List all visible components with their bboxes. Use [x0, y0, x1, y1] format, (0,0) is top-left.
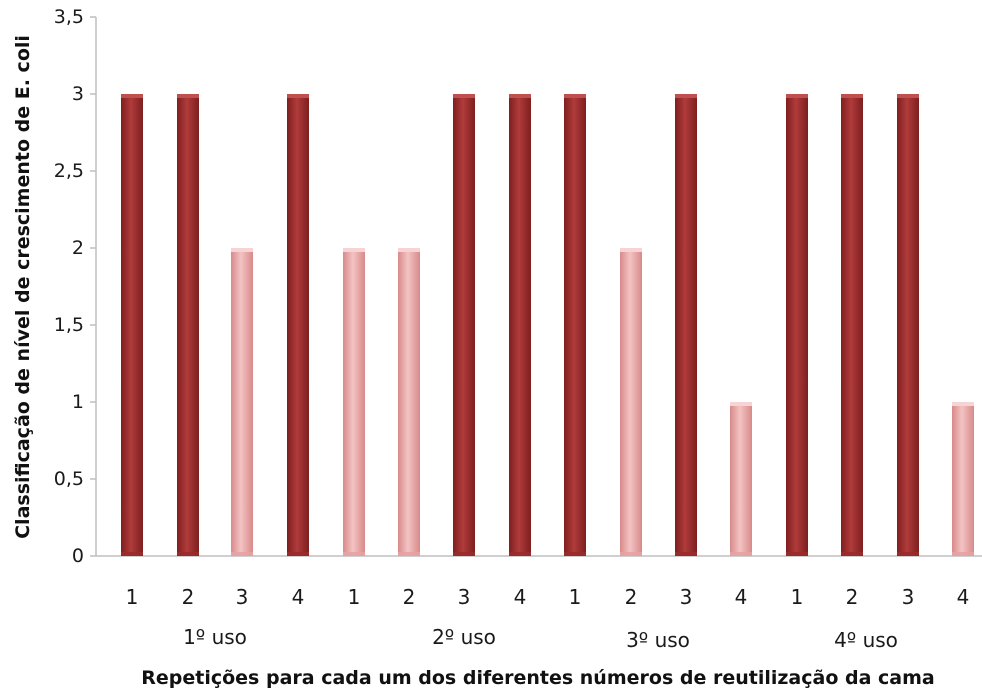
- bar-cap: [786, 94, 808, 98]
- bar-body: [231, 248, 253, 556]
- x-tick-label: 2: [403, 585, 416, 609]
- bar: [841, 94, 863, 556]
- bar: [231, 248, 253, 556]
- bar-base: [952, 552, 974, 556]
- x-tick-label: 4: [735, 585, 748, 609]
- x-tick-label: 2: [846, 585, 859, 609]
- y-axis-title: Classificação de nível de crescimento de…: [12, 35, 34, 539]
- bars: [121, 94, 974, 556]
- bar-base: [343, 552, 365, 556]
- bar: [509, 94, 531, 556]
- bar-cap: [564, 94, 586, 98]
- bar-base: [786, 552, 808, 556]
- bar-body: [177, 94, 199, 556]
- y-tick-label: 2,5: [54, 160, 84, 182]
- bar-cap: [231, 248, 253, 252]
- bar-cap: [675, 94, 697, 98]
- bar: [897, 94, 919, 556]
- bar-cap: [841, 94, 863, 98]
- x-tick-label: 3: [680, 585, 693, 609]
- bar: [398, 248, 420, 556]
- bar-body: [453, 94, 475, 556]
- bar-cap: [398, 248, 420, 252]
- bar: [620, 248, 642, 556]
- y-tick-label: 1,5: [54, 314, 84, 336]
- bar-body: [121, 94, 143, 556]
- bar: [564, 94, 586, 556]
- y-tick-label: 0,5: [54, 468, 84, 490]
- bar-body: [343, 248, 365, 556]
- y-tick-label: 2: [72, 237, 84, 259]
- bar-base: [620, 552, 642, 556]
- bar-body: [730, 402, 752, 556]
- bar-base: [398, 552, 420, 556]
- x-tick-label: 3: [458, 585, 471, 609]
- bar-cap: [730, 402, 752, 406]
- bar-body: [841, 94, 863, 556]
- bar: [786, 94, 808, 556]
- bar-body: [287, 94, 309, 556]
- bar-base: [121, 552, 143, 556]
- bar-cap: [343, 248, 365, 252]
- bar-base: [231, 552, 253, 556]
- bar-base: [287, 552, 309, 556]
- bar-base: [730, 552, 752, 556]
- x-tick-label: 1: [569, 585, 582, 609]
- bar-cap: [177, 94, 199, 98]
- bar-base: [177, 552, 199, 556]
- x-axis-title: Repetições para cada um dos diferentes n…: [141, 667, 935, 689]
- x-tick-label: 1: [348, 585, 361, 609]
- bar-body: [620, 248, 642, 556]
- bar-cap: [952, 402, 974, 406]
- y-tick-label: 1: [72, 391, 84, 413]
- bar-body: [952, 402, 974, 556]
- bar-body: [675, 94, 697, 556]
- group-label: 3º uso: [626, 628, 690, 652]
- bar: [675, 94, 697, 556]
- bar-base: [675, 552, 697, 556]
- bar-base: [453, 552, 475, 556]
- bar-cap: [620, 248, 642, 252]
- group-label: 1º uso: [183, 625, 247, 649]
- y-tick-label: 3,5: [54, 6, 84, 28]
- bar: [121, 94, 143, 556]
- bar-base: [564, 552, 586, 556]
- x-tick-label: 4: [292, 585, 305, 609]
- x-tick-label: 3: [236, 585, 249, 609]
- x-tick-label: 2: [625, 585, 638, 609]
- bar-cap: [121, 94, 143, 98]
- y-tick-label: 3: [72, 83, 84, 105]
- bar: [730, 402, 752, 556]
- bar: [952, 402, 974, 556]
- bar-body: [509, 94, 531, 556]
- bar-body: [786, 94, 808, 556]
- x-tick-label: 1: [126, 585, 139, 609]
- bar-cap: [453, 94, 475, 98]
- bar-cap: [897, 94, 919, 98]
- bar-cap: [509, 94, 531, 98]
- x-tick-label: 4: [514, 585, 527, 609]
- x-tick-label: 1: [791, 585, 804, 609]
- x-tick-label: 4: [957, 585, 970, 609]
- bar: [177, 94, 199, 556]
- bar-body: [564, 94, 586, 556]
- labels: 0 0,5 1 1,5 2 2,5 3 3,5 1 2 3 4 1 2 3 4 1 2 3 4 1 2 3 4 1º uso 2º…: [12, 6, 969, 689]
- bar: [287, 94, 309, 556]
- x-tick-label: 2: [182, 585, 195, 609]
- y-tick-label: 0: [72, 545, 84, 567]
- bar: [343, 248, 365, 556]
- bar-body: [398, 248, 420, 556]
- bar-base: [841, 552, 863, 556]
- bar-body: [897, 94, 919, 556]
- group-label: 2º uso: [432, 625, 496, 649]
- bar-cap: [287, 94, 309, 98]
- group-label: 4º uso: [834, 628, 898, 652]
- bar-base: [509, 552, 531, 556]
- bar-base: [897, 552, 919, 556]
- x-tick-label: 3: [902, 585, 915, 609]
- bar: [453, 94, 475, 556]
